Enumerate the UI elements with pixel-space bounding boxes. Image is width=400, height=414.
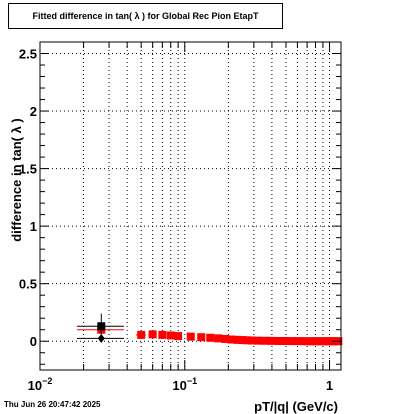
marker xyxy=(267,336,276,345)
tick-labels: 0 0.5 1 1.5 2 2.5 10−2 10−1 1 xyxy=(19,47,333,393)
marker xyxy=(186,332,195,341)
marker xyxy=(243,336,252,345)
x-tick-label: 1 xyxy=(326,378,333,393)
marker xyxy=(148,330,157,339)
data-point xyxy=(197,333,206,342)
data-point xyxy=(247,336,256,345)
y-tick-label: 2 xyxy=(30,104,37,119)
marker xyxy=(261,336,270,345)
data-point xyxy=(287,337,296,346)
marker xyxy=(158,330,167,339)
marker xyxy=(253,336,262,345)
y-tick-label: 2.5 xyxy=(19,47,37,62)
data-point xyxy=(186,332,195,341)
axis-ticks xyxy=(39,41,341,370)
data-point xyxy=(238,336,247,345)
marker xyxy=(206,333,215,342)
y-tick-label: 1 xyxy=(30,219,37,234)
data-point xyxy=(166,331,175,340)
marker xyxy=(221,334,230,343)
data-point xyxy=(261,336,270,345)
marker xyxy=(298,337,307,346)
marker xyxy=(247,336,256,345)
data-point xyxy=(281,336,290,345)
marker xyxy=(97,333,105,343)
marker xyxy=(233,335,242,344)
y-tick-label: 1.5 xyxy=(19,162,37,177)
data-point xyxy=(135,330,147,339)
data-series xyxy=(76,313,343,346)
series-2 xyxy=(76,333,124,343)
data-point xyxy=(158,330,167,339)
data-point xyxy=(206,333,215,342)
data-point xyxy=(275,336,284,345)
marker xyxy=(197,333,206,342)
data-point xyxy=(76,333,124,343)
marker xyxy=(238,336,247,345)
x-axis-label: pT/|q| (GeV/c) xyxy=(254,399,338,414)
data-point xyxy=(148,330,157,339)
data-point xyxy=(227,335,236,344)
marker xyxy=(275,336,284,345)
marker xyxy=(303,337,312,346)
timestamp: Thu Jun 26 20:47:42 2025 xyxy=(4,400,101,409)
marker xyxy=(307,337,316,346)
marker xyxy=(174,332,183,341)
data-point xyxy=(298,337,307,346)
chart-title: Fitted difference in tan( λ ) for Global… xyxy=(8,3,283,29)
grid xyxy=(39,42,341,370)
marker xyxy=(293,337,302,346)
marker xyxy=(97,322,106,331)
data-point xyxy=(293,337,302,346)
data-point xyxy=(221,334,230,343)
data-point xyxy=(267,336,276,345)
data-point xyxy=(233,335,242,344)
x-tick-label: 10−2 xyxy=(28,376,53,393)
marker xyxy=(287,337,296,346)
marker xyxy=(214,334,223,343)
data-point xyxy=(174,332,183,341)
y-tick-label: 0 xyxy=(30,334,37,349)
y-axis-label: difference in tan( λ ) xyxy=(9,118,24,242)
marker xyxy=(137,330,146,339)
marker xyxy=(227,335,236,344)
marker xyxy=(281,336,290,345)
marker xyxy=(166,331,175,340)
data-point xyxy=(214,334,223,343)
x-tick-label: 10−1 xyxy=(172,376,197,393)
series-0 xyxy=(76,325,343,346)
plot-frame xyxy=(39,41,342,371)
y-tick-label: 0.5 xyxy=(19,277,37,292)
data-point xyxy=(253,336,262,345)
